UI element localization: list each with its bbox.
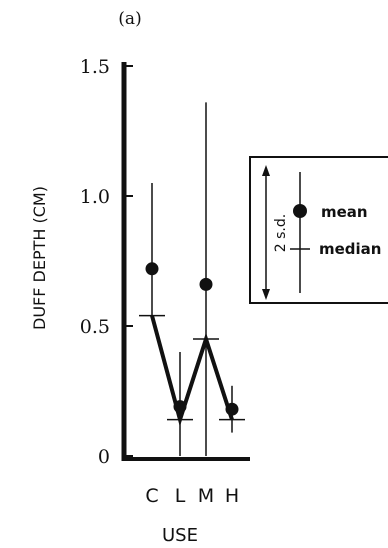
legend-arrow-up-icon xyxy=(262,165,270,176)
x-tick-label: H xyxy=(225,485,239,507)
legend-mean-marker xyxy=(293,204,307,218)
legend-box xyxy=(249,156,388,304)
y-tick-label: 0 xyxy=(98,446,110,468)
legend-median-label: median xyxy=(319,240,381,258)
legend-mean-label: mean xyxy=(321,203,368,221)
mean-point xyxy=(225,402,239,416)
x-tick-label: C xyxy=(145,485,158,507)
y-axis-label: DUFF DEPTH (CM) xyxy=(30,186,49,330)
mean-point xyxy=(173,400,187,414)
median-markers xyxy=(139,314,245,421)
mean-markers xyxy=(145,262,239,416)
mean-point xyxy=(145,262,159,276)
x-tick-label: M xyxy=(198,485,214,507)
y-axis-ticks: 0 0.5 1.0 1.5 xyxy=(80,56,133,468)
median-connecting-line xyxy=(150,315,234,427)
panel-label: (a) xyxy=(118,9,141,29)
legend: 2 s.d. mean median xyxy=(249,156,388,304)
y-tick-label: 1.0 xyxy=(80,186,110,208)
y-tick-label: 0.5 xyxy=(80,316,110,338)
error-bars xyxy=(151,102,233,456)
y-tick-label: 1.5 xyxy=(80,56,110,78)
mean-point xyxy=(199,277,213,291)
x-tick-label: L xyxy=(175,485,186,507)
legend-sd-label: 2 s.d. xyxy=(273,214,289,252)
x-axis-label: USE xyxy=(162,525,198,546)
legend-arrow-down-icon xyxy=(262,289,270,300)
